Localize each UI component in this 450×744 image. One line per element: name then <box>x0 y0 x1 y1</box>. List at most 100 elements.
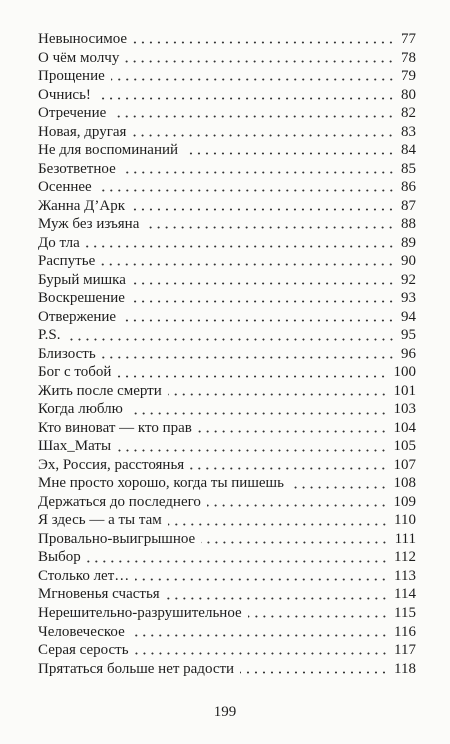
leader-dots <box>112 115 395 119</box>
entry-title: Прятаться больше нет радости <box>38 660 235 677</box>
leader-dots <box>131 207 395 211</box>
leader-dots <box>135 578 389 582</box>
entry-title: Невыносимое <box>38 31 128 47</box>
leader-dots <box>134 652 389 656</box>
toc-entry: Нерешительно-разрушительное 115 <box>38 604 416 623</box>
toc-entry: P.S. 95 <box>38 326 416 345</box>
entry-title: Провально-выигрышное <box>38 530 196 547</box>
entry-page: 92 <box>401 271 416 288</box>
entry-page: 103 <box>393 401 417 418</box>
entry-page: 111 <box>394 530 416 547</box>
toc-entry: Серая серость 117 <box>38 641 416 660</box>
leader-dots <box>125 59 395 63</box>
entry-title: Близость <box>38 345 96 362</box>
entry-title: Столько лет… <box>38 567 130 584</box>
page-number: 199 <box>213 704 237 720</box>
entry-page: 77 <box>401 31 416 47</box>
entry-title: Когда люблю <box>38 401 123 418</box>
entry-page: 83 <box>401 123 416 140</box>
entry-page: 118 <box>394 660 416 677</box>
entry-page: 90 <box>401 253 416 270</box>
leader-dots <box>101 356 395 360</box>
leader-dots <box>122 318 395 322</box>
entry-title: Новая, другая <box>38 123 127 140</box>
entry-page: 96 <box>401 345 416 362</box>
toc-entry: До тла 89 <box>38 234 416 253</box>
toc-entry: Невыносимое 77 <box>38 30 416 49</box>
leader-dots <box>110 78 395 82</box>
entry-title: Держаться до последнего <box>38 493 201 510</box>
entry-page: 104 <box>393 419 417 436</box>
entry-page: 113 <box>394 567 416 584</box>
toc-entry: Кто виноват — кто прав 104 <box>38 419 416 438</box>
leader-dots <box>66 337 395 341</box>
leader-dots <box>132 133 395 137</box>
leader-dots <box>131 281 395 285</box>
toc-entry: Отвержение 94 <box>38 308 416 327</box>
entry-title: Муж без изъяна <box>38 216 140 233</box>
entry-title: Очнись! <box>38 86 91 103</box>
toc-entry: Воскрешение 93 <box>38 289 416 308</box>
leader-dots <box>240 670 389 674</box>
entry-page: 101 <box>393 382 417 399</box>
entry-title: Бог с тобой <box>38 364 112 381</box>
entry-page: 107 <box>393 456 417 473</box>
leader-dots <box>167 393 388 397</box>
toc-entry: Отречение 82 <box>38 104 416 123</box>
toc-entry: Осеннее 86 <box>38 178 416 197</box>
entry-title: Распутье <box>38 253 96 270</box>
leader-dots <box>121 170 395 174</box>
entry-page: 108 <box>393 475 417 492</box>
leader-dots <box>145 226 395 230</box>
toc-entry: Держаться до последнего 109 <box>38 493 416 512</box>
entry-title: Осеннее <box>38 179 92 196</box>
entry-title: О чём молчу <box>38 49 120 66</box>
entry-page: 80 <box>401 86 416 103</box>
leader-dots <box>201 541 389 545</box>
entry-title: Отвержение <box>38 308 117 325</box>
entry-title: Нерешительно-разрушительное <box>38 604 242 621</box>
entry-page: 88 <box>401 216 416 233</box>
leader-dots <box>128 411 388 415</box>
leader-dots <box>117 448 388 452</box>
entry-page: 112 <box>394 549 416 566</box>
leader-dots <box>197 430 388 434</box>
leader-dots <box>86 559 389 563</box>
leader-dots <box>184 152 395 156</box>
toc-entry: Когда люблю 103 <box>38 400 416 419</box>
entry-page: 110 <box>394 512 416 529</box>
toc-entry: О чём молчу 78 <box>38 49 416 68</box>
toc-entry: Человеческое 116 <box>38 623 416 642</box>
table-of-contents: Невыносимое 77 О чём молчу 78 Прощение 79 Очни… <box>38 30 416 678</box>
leader-dots <box>206 504 388 508</box>
entry-page: 87 <box>401 197 416 214</box>
toc-entry: Провально-выигрышное 111 <box>38 530 416 549</box>
toc-entry: Бог с тобой 100 <box>38 363 416 382</box>
entry-title: Мне просто хорошо, когда ты пишешь <box>38 475 284 492</box>
entry-page: 82 <box>401 105 416 122</box>
entry-page: 78 <box>401 49 416 66</box>
toc-entry: Жить после смерти 101 <box>38 382 416 401</box>
toc-entry: Мне просто хорошо, когда ты пишешь 108 <box>38 474 416 493</box>
leader-dots <box>247 615 389 619</box>
entry-title: До тла <box>38 234 80 251</box>
toc-entry: Безответное 85 <box>38 160 416 179</box>
leader-dots <box>97 189 395 193</box>
leader-dots <box>85 244 395 248</box>
toc-entry: Жанна Д’Арк 87 <box>38 197 416 216</box>
entry-page: 93 <box>401 290 416 307</box>
entry-title: Прощение <box>38 68 105 85</box>
entry-title: Бурый мишка <box>38 271 126 288</box>
leader-dots <box>130 633 389 637</box>
leader-dots <box>165 596 389 600</box>
entry-page: 117 <box>394 642 416 659</box>
entry-page: 85 <box>401 160 416 177</box>
entry-title: Не для воспоминаний <box>38 142 179 159</box>
entry-title: Кто виноват — кто прав <box>38 419 192 436</box>
entry-title: Шах_Маты <box>38 438 112 455</box>
toc-entry: Распутье 90 <box>38 252 416 271</box>
toc-entry: Прятаться больше нет радости 118 <box>38 660 416 679</box>
entry-title: Серая серость <box>38 642 129 659</box>
entry-page: 86 <box>401 179 416 196</box>
